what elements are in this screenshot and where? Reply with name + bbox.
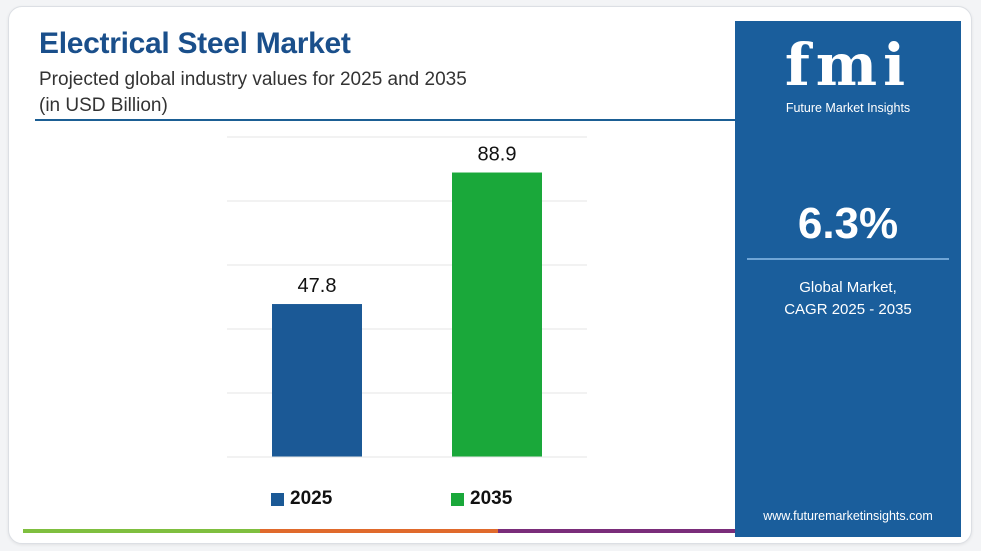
- data-label-2035: 88.9: [478, 144, 517, 166]
- legend-item-2025: 2025: [271, 488, 332, 510]
- website-link[interactable]: www.futuremarketinsights.com: [763, 509, 933, 523]
- accent-segment-orange: [260, 529, 498, 533]
- cagr-label-line-1: Global Market,: [799, 279, 897, 296]
- cagr-divider: [747, 258, 949, 260]
- fmi-logo: fmi: [784, 31, 912, 99]
- accent-segment-green: [23, 529, 261, 533]
- data-label-2025: 47.8: [298, 275, 337, 297]
- chart-card: Electrical Steel Market Projected global…: [8, 6, 972, 544]
- accent-segment-purple: [497, 529, 735, 533]
- chart-subtitle: Projected global industry values for 202…: [39, 67, 467, 119]
- legend-label-2025: 2025: [290, 488, 333, 509]
- bar-2025: [272, 304, 362, 457]
- logo-subtitle: Future Market Insights: [785, 101, 911, 115]
- title-divider: [35, 119, 735, 121]
- subtitle-line-1: Projected global industry values for 202…: [39, 69, 467, 90]
- legend-swatch-2025: [271, 492, 284, 506]
- bar-2035: [452, 172, 542, 457]
- cagr-value: 6.3%: [797, 199, 899, 248]
- info-sidebar: fmi Future Market Insights 6.3% Global M…: [735, 21, 961, 537]
- legend-swatch-2035: [451, 492, 464, 506]
- legend-label-2035: 2035: [470, 488, 513, 509]
- bar-chart: 47.8 88.9: [227, 136, 587, 458]
- cagr-label: Global Market, CAGR 2025 - 2035: [735, 277, 961, 321]
- subtitle-line-2: (in USD Billion): [39, 95, 168, 116]
- accent-bottom-bar: [23, 529, 735, 533]
- cagr-label-line-2: CAGR 2025 - 2035: [784, 301, 912, 318]
- legend-item-2035: 2035: [451, 488, 512, 510]
- chart-title: Electrical Steel Market: [39, 27, 351, 60]
